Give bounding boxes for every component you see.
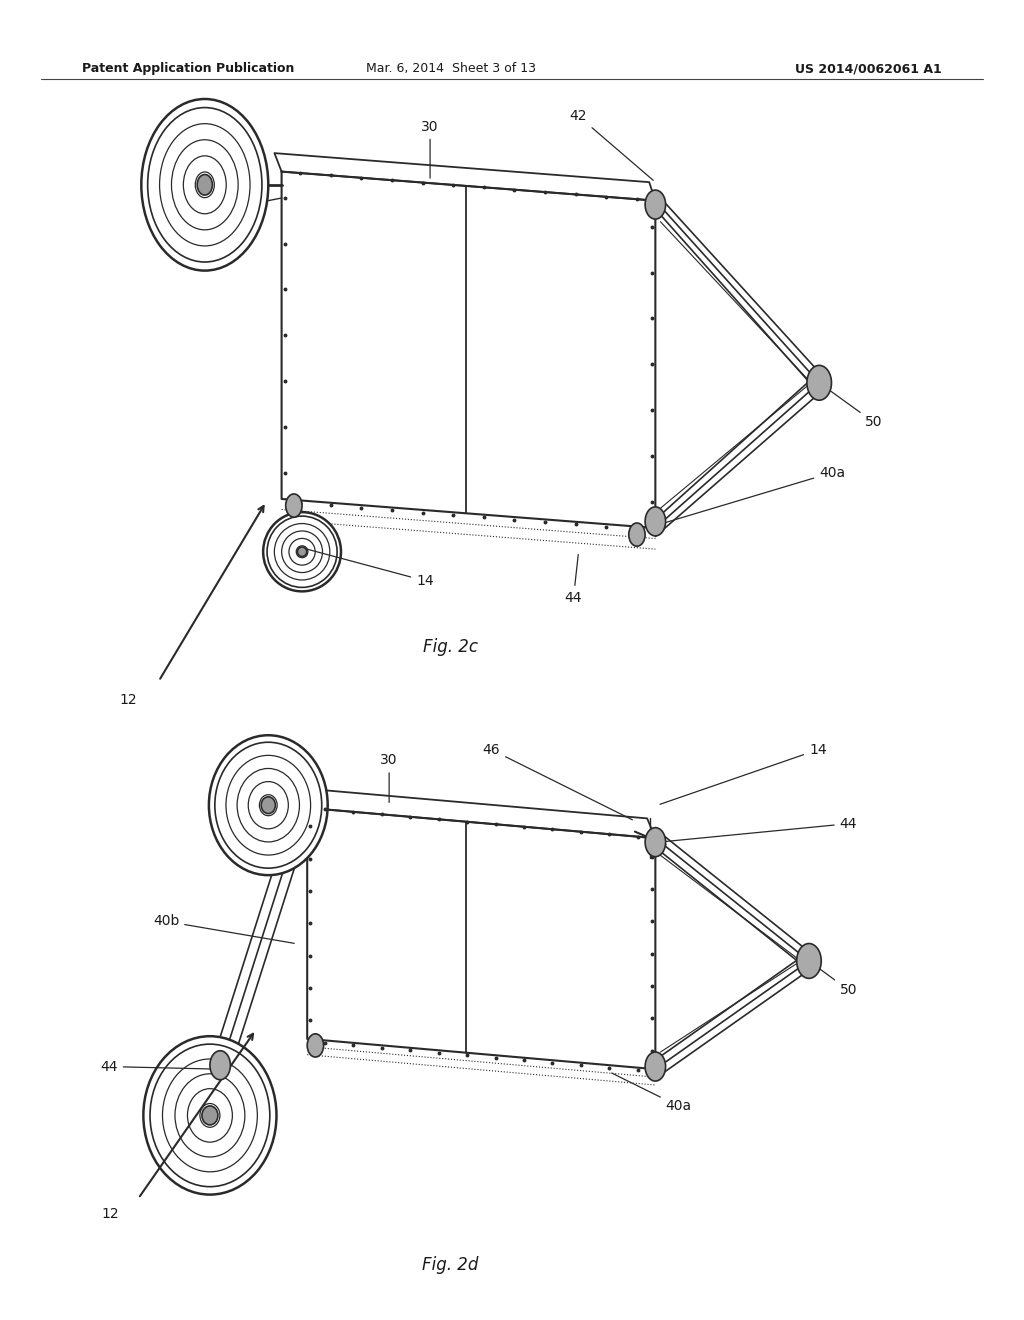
Text: 12: 12	[101, 1208, 120, 1221]
Text: 30: 30	[421, 120, 439, 178]
Text: Patent Application Publication: Patent Application Publication	[82, 62, 294, 75]
Ellipse shape	[645, 507, 666, 536]
Ellipse shape	[210, 1051, 230, 1080]
Text: 14: 14	[305, 549, 434, 587]
Ellipse shape	[286, 494, 302, 517]
Ellipse shape	[645, 828, 666, 857]
Text: 44: 44	[662, 817, 857, 842]
Ellipse shape	[141, 99, 268, 271]
Text: Fig. 2d: Fig. 2d	[422, 1255, 479, 1274]
Text: 46: 46	[482, 743, 633, 820]
Ellipse shape	[645, 190, 666, 219]
Ellipse shape	[209, 735, 328, 875]
Text: 50: 50	[821, 384, 883, 429]
Text: 14: 14	[660, 743, 826, 804]
Text: 30: 30	[380, 754, 398, 803]
Ellipse shape	[198, 174, 212, 195]
Ellipse shape	[307, 1034, 324, 1057]
Ellipse shape	[261, 797, 275, 813]
Ellipse shape	[143, 1036, 276, 1195]
Ellipse shape	[797, 944, 821, 978]
Text: 42: 42	[569, 110, 653, 181]
Text: 40a: 40a	[664, 466, 846, 523]
Ellipse shape	[645, 1052, 666, 1081]
Text: Fig. 2c: Fig. 2c	[423, 638, 478, 656]
Ellipse shape	[629, 523, 645, 546]
Ellipse shape	[297, 546, 307, 557]
Text: 44: 44	[100, 1060, 217, 1073]
Text: 40a: 40a	[611, 1073, 692, 1113]
Text: 50: 50	[811, 962, 857, 997]
Text: 44: 44	[564, 554, 583, 605]
Ellipse shape	[202, 1106, 218, 1125]
Text: Mar. 6, 2014  Sheet 3 of 13: Mar. 6, 2014 Sheet 3 of 13	[366, 62, 536, 75]
Ellipse shape	[263, 512, 341, 591]
Text: US 2014/0062061 A1: US 2014/0062061 A1	[796, 62, 942, 75]
Text: 12: 12	[119, 693, 137, 706]
Text: 40b: 40b	[153, 915, 294, 944]
Ellipse shape	[807, 366, 831, 400]
